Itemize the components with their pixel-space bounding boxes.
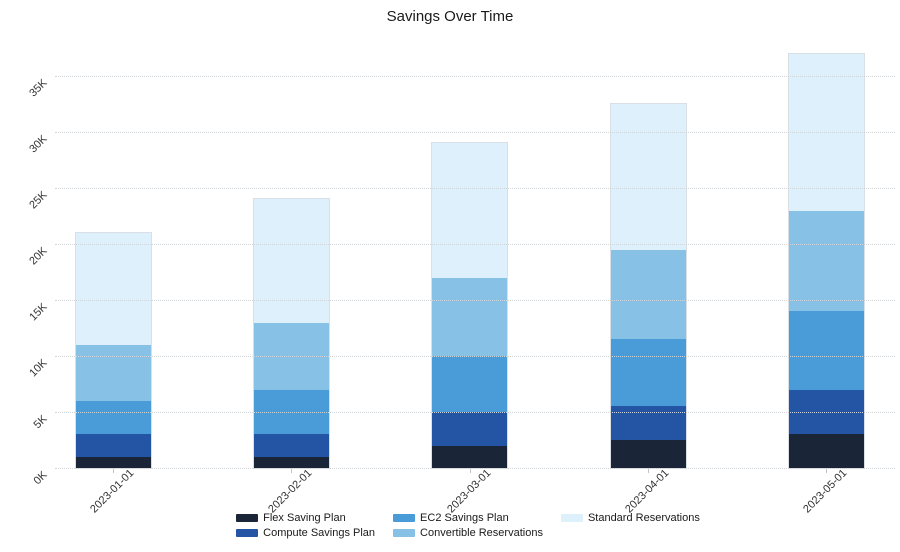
bar-segment[interactable] bbox=[610, 406, 686, 440]
bar-group bbox=[609, 103, 687, 469]
legend-swatch-icon bbox=[393, 514, 416, 522]
bar-segment[interactable] bbox=[432, 277, 508, 357]
x-axis-tick bbox=[648, 468, 650, 473]
y-axis-tick-label: 35K bbox=[27, 77, 50, 100]
bar-segment[interactable] bbox=[253, 199, 329, 323]
y-axis-tick-label: 25K bbox=[27, 189, 50, 212]
gridline bbox=[55, 468, 895, 469]
plot-area: 2023-01-01 2023-02-01 2023-03-01 2023-04-01… bbox=[27, 45, 895, 515]
bar-segment[interactable] bbox=[610, 339, 686, 407]
bar-segment[interactable] bbox=[75, 400, 151, 435]
bar-segment[interactable] bbox=[788, 311, 864, 390]
bar-segment[interactable] bbox=[788, 210, 864, 312]
legend-label: EC2 Savings Plan bbox=[420, 512, 509, 524]
x-axis-tick bbox=[291, 468, 293, 473]
bar-group bbox=[74, 232, 152, 469]
legend-label: Compute Savings Plan bbox=[263, 527, 376, 539]
gridline bbox=[55, 188, 895, 190]
bar-segment[interactable] bbox=[253, 322, 329, 390]
legend-item[interactable]: EC2 Savings Plan bbox=[393, 512, 543, 524]
x-axis-tick bbox=[826, 468, 828, 473]
bar-segment[interactable] bbox=[432, 143, 508, 278]
y-axis-tick-label: 20K bbox=[27, 245, 50, 268]
bar-segment[interactable] bbox=[75, 233, 151, 345]
legend-label: Convertible Reservations bbox=[420, 527, 543, 539]
bar-segment[interactable] bbox=[75, 456, 151, 468]
y-axis-tick-label: 5K bbox=[31, 413, 50, 432]
bar-group bbox=[787, 52, 865, 469]
bar-segment[interactable] bbox=[432, 356, 508, 413]
bar-segment[interactable] bbox=[610, 439, 686, 468]
bar-segment[interactable] bbox=[788, 389, 864, 435]
bar-segment[interactable] bbox=[75, 434, 151, 457]
gridline bbox=[55, 300, 895, 302]
gridline bbox=[55, 76, 895, 78]
legend-column: Standard Reservations bbox=[560, 512, 700, 539]
y-axis-tick-label: 30K bbox=[27, 133, 50, 156]
chart-title: Savings Over Time bbox=[386, 8, 514, 25]
legend-item[interactable]: Standard Reservations bbox=[560, 512, 700, 524]
y-axis-tick-label: 10K bbox=[27, 357, 50, 380]
legend-item[interactable]: Convertible Reservations bbox=[393, 527, 543, 539]
bar-segment[interactable] bbox=[432, 412, 508, 446]
legend-item[interactable]: Compute Savings Plan bbox=[236, 527, 375, 539]
bar-group bbox=[252, 198, 330, 469]
bar-group bbox=[431, 142, 509, 469]
x-axis-tick bbox=[469, 468, 471, 473]
bar-segment[interactable] bbox=[610, 249, 686, 340]
y-axis-tick-label: 15K bbox=[27, 301, 50, 324]
legend-column: EC2 Savings Plan Convertible Reservations bbox=[393, 512, 543, 539]
legend-swatch-icon bbox=[236, 514, 259, 522]
gridline bbox=[55, 412, 895, 414]
y-axis-tick-label: 0K bbox=[31, 469, 50, 488]
bar-segment[interactable] bbox=[610, 104, 686, 250]
gridline bbox=[55, 244, 895, 246]
legend: Flex Saving Plan Compute Savings Plan EC2 … bbox=[0, 512, 900, 539]
legend-item[interactable]: Flex Saving Plan bbox=[236, 512, 375, 524]
legend-label: Standard Reservations bbox=[587, 512, 700, 524]
legend-swatch-icon bbox=[393, 529, 416, 537]
bar-segment[interactable] bbox=[788, 434, 864, 468]
legend-swatch-icon bbox=[236, 529, 259, 537]
legend-column: Flex Saving Plan Compute Savings Plan bbox=[236, 512, 375, 539]
gridline bbox=[55, 132, 895, 134]
bar-segment[interactable] bbox=[253, 389, 329, 435]
x-axis-tick bbox=[113, 468, 114, 473]
bar-segment[interactable] bbox=[75, 344, 151, 401]
bar-segment[interactable] bbox=[432, 445, 508, 468]
bar-segment[interactable] bbox=[253, 434, 329, 457]
bar-segment[interactable] bbox=[788, 53, 864, 211]
gridline bbox=[55, 356, 895, 358]
bar-segment[interactable] bbox=[253, 456, 329, 468]
legend-swatch-icon bbox=[560, 514, 583, 522]
legend-label: Flex Saving Plan bbox=[263, 512, 346, 524]
